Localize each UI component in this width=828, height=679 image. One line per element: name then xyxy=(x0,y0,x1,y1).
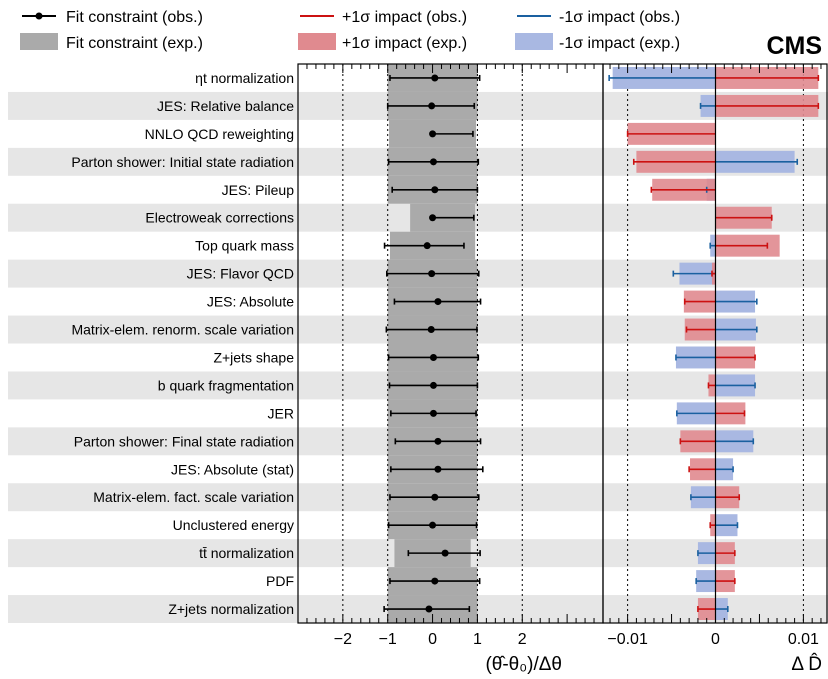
fit-constraint-obs-marker xyxy=(429,158,437,166)
pull-tick-label: 0 xyxy=(428,631,437,648)
legend-plus-exp-label: +1σ impact (exp.) xyxy=(342,35,467,52)
parameter-label: tt̄ normalization xyxy=(199,545,294,561)
parameter-label: Parton shower: Final state radiation xyxy=(74,433,294,449)
fit-constraint-obs-marker xyxy=(429,130,437,138)
parameter-label: NNLO QCD reweighting xyxy=(145,126,294,142)
legend-minus-exp-swatch xyxy=(515,33,553,50)
parameter-label: JES: Pileup xyxy=(222,182,295,198)
pull-tick-label: 2 xyxy=(518,631,527,648)
fit-constraint-obs-marker xyxy=(434,437,442,445)
impact-tick-label: 0.01 xyxy=(788,631,819,648)
impact-tick-label: 0 xyxy=(711,631,720,648)
fit-constraint-obs-marker xyxy=(429,214,437,222)
fit-constraint-obs-marker xyxy=(429,409,437,417)
fit-constraint-obs-marker xyxy=(431,577,439,585)
fit-constraint-obs-marker xyxy=(429,521,437,529)
legend-minus-obs-label: -1σ impact (obs.) xyxy=(559,9,680,26)
legend-fit-obs-marker xyxy=(35,12,43,20)
legend-fit-exp-swatch xyxy=(20,33,58,50)
fit-constraint-obs-marker xyxy=(425,605,433,613)
parameter-label: Z+jets normalization xyxy=(168,601,294,617)
parameter-label: Top quark mass xyxy=(195,238,294,254)
legend-plus-exp-swatch xyxy=(298,33,336,50)
legend-minus-exp-label: -1σ impact (exp.) xyxy=(559,35,680,52)
parameter-label: Matrix-elem. fact. scale variation xyxy=(93,489,294,505)
pull-axis-label: (θ̂-θ₀)/Δθ xyxy=(485,654,562,675)
parameter-label: Unclustered energy xyxy=(173,517,294,533)
fit-constraint-obs-marker xyxy=(423,242,431,250)
legend-plus-obs-label: +1σ impact (obs.) xyxy=(342,9,467,26)
parameter-label: Parton shower: Initial state radiation xyxy=(71,154,294,170)
fit-constraint-obs-marker xyxy=(434,298,442,306)
chart-area: ηt normalization JES: Relative balance NNL… xyxy=(8,63,828,675)
cms-logo: CMS xyxy=(766,32,822,60)
parameter-label: PDF xyxy=(266,573,294,589)
parameter-label: JES: Absolute xyxy=(207,294,294,310)
pull-tick-label: −2 xyxy=(334,631,352,648)
fit-constraint-obs-marker xyxy=(431,186,439,194)
fit-constraint-obs-marker xyxy=(428,270,436,278)
fit-constraint-obs-marker xyxy=(427,326,435,334)
impact-tick-label: −0.01 xyxy=(607,631,648,648)
parameter-label: JES: Flavor QCD xyxy=(187,266,294,282)
fit-constraint-obs-marker xyxy=(431,74,439,82)
fit-constraint-obs-marker xyxy=(434,465,442,473)
fit-constraint-obs-marker xyxy=(429,381,437,389)
parameter-label: b quark fragmentation xyxy=(158,377,294,393)
fit-constraint-obs-marker xyxy=(441,549,449,557)
parameter-label: JER xyxy=(268,405,294,421)
pull-tick-label: 1 xyxy=(473,631,482,648)
parameter-label: JES: Absolute (stat) xyxy=(171,461,294,477)
parameter-label: JES: Relative balance xyxy=(157,98,294,114)
parameter-label: ηt normalization xyxy=(195,70,294,86)
parameter-label: Electroweak corrections xyxy=(145,210,294,226)
pull-tick-label: −1 xyxy=(379,631,397,648)
legend-fit-obs-label: Fit constraint (obs.) xyxy=(66,9,203,26)
fit-constraint-obs-marker xyxy=(431,493,439,501)
legend-fit-exp-label: Fit constraint (exp.) xyxy=(66,35,203,52)
parameter-label: Matrix-elem. renorm. scale variation xyxy=(71,322,294,338)
impact-axis-label: Δ D̂ xyxy=(791,653,822,675)
legend: Fit constraint (obs.) +1σ impact (obs.) … xyxy=(20,9,822,60)
fit-constraint-obs-marker xyxy=(429,353,437,361)
fit-constraint-obs-marker xyxy=(428,102,436,110)
parameter-label: Z+jets shape xyxy=(213,349,294,365)
